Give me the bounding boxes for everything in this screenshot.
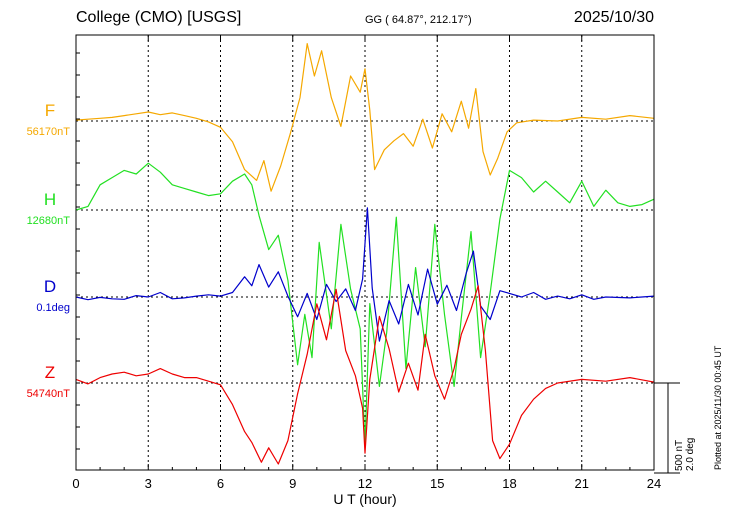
series-name-z: Z xyxy=(45,363,55,382)
x-tick-label: 12 xyxy=(358,476,372,491)
series-name-f: F xyxy=(45,101,55,120)
x-tick-label: 21 xyxy=(575,476,589,491)
x-axis-label: U T (hour) xyxy=(333,491,396,507)
series-layer xyxy=(75,42,655,465)
x-tick-label: 24 xyxy=(647,476,661,491)
series-name-h: H xyxy=(44,190,56,209)
scale-bar-label-deg: 2.0 deg xyxy=(685,438,696,471)
geographic-coordinates: GG ( 64.87°, 212.17°) xyxy=(365,14,472,26)
x-tick-label: 3 xyxy=(145,476,152,491)
series-baseline-h: 12680nT xyxy=(27,215,71,227)
series-baseline-d: 0.1deg xyxy=(36,302,70,314)
plotted-timestamp-note: Plotted at 2025/11/30 00:45 UT xyxy=(713,345,723,470)
series-line-f xyxy=(75,42,655,192)
axis-layer: F 56170nT H 12680nT D 0.1deg Z 54740nT 0 3 6 9 12 15 1… xyxy=(27,34,696,507)
series-line-z xyxy=(75,285,655,465)
series-baseline-z: 54740nT xyxy=(27,388,71,400)
series-baseline-f: 56170nT xyxy=(27,126,71,138)
x-tick-label: 15 xyxy=(430,476,444,491)
x-tick-label: 18 xyxy=(502,476,516,491)
chart-date: 2025/10/30 xyxy=(573,9,654,26)
x-tick-label: 9 xyxy=(289,476,296,491)
x-tick-label: 0 xyxy=(72,476,79,491)
station-title: College (CMO) [USGS] xyxy=(76,9,242,26)
x-tick-label: 6 xyxy=(217,476,224,491)
series-name-d: D xyxy=(44,277,56,296)
grid-layer xyxy=(76,35,654,470)
scale-bar-label-nt: 500 nT xyxy=(674,440,685,471)
series-line-d xyxy=(75,207,655,342)
